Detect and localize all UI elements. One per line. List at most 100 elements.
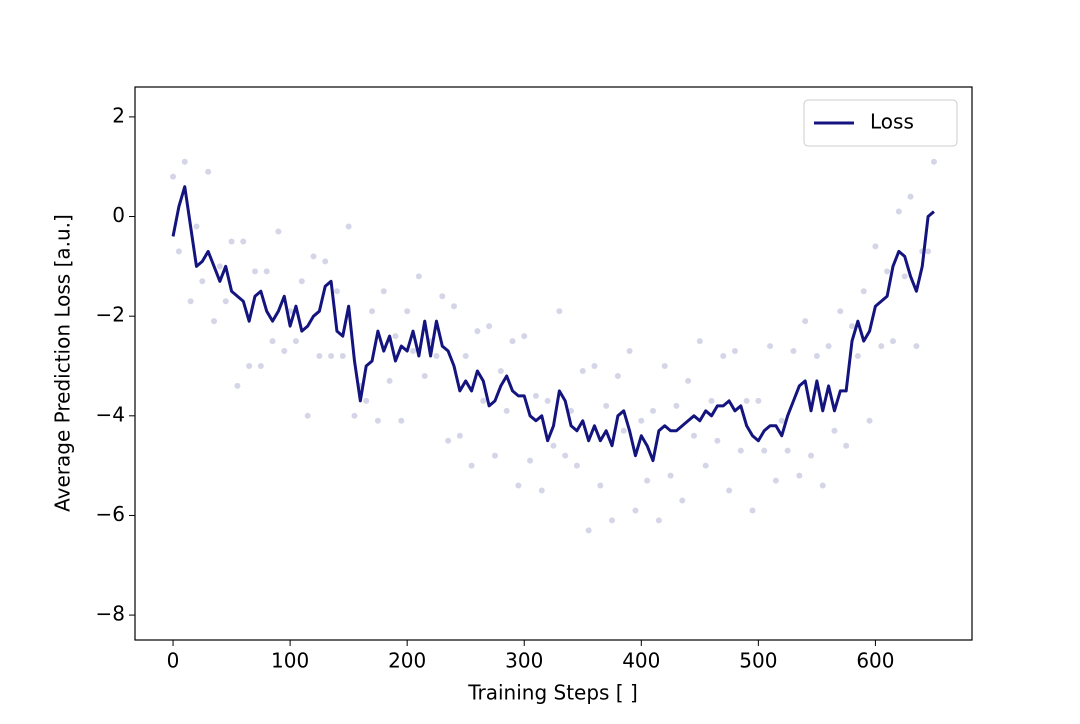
scatter-point	[860, 288, 867, 295]
scatter-point	[726, 487, 733, 494]
scatter-point	[480, 397, 487, 404]
scatter-point	[843, 442, 850, 449]
scatter-point	[398, 417, 405, 424]
scatter-point	[685, 377, 692, 384]
y-tick-label: 2	[112, 103, 125, 127]
y-tick-label: −8	[96, 602, 125, 626]
scatter-point	[322, 258, 329, 265]
scatter-point	[339, 353, 346, 360]
scatter-point	[913, 343, 920, 350]
scatter-point	[275, 228, 282, 235]
scatter-point	[181, 158, 188, 165]
scatter-point	[808, 452, 815, 459]
scatter-point	[386, 377, 393, 384]
scatter-point	[310, 253, 317, 260]
scatter-point	[468, 462, 475, 469]
scatter-point	[345, 223, 352, 230]
scatter-point	[410, 348, 417, 355]
scatter-point	[199, 278, 206, 285]
scatter-point	[474, 328, 481, 335]
scatter-point	[731, 348, 738, 355]
scatter-point	[193, 223, 200, 230]
scatter-point	[532, 392, 539, 399]
scatter-point	[369, 308, 376, 315]
scatter-point	[720, 353, 727, 360]
scatter-point	[521, 333, 528, 340]
scatter-point	[573, 462, 580, 469]
scatter-point	[585, 527, 592, 534]
scatter-point	[831, 427, 838, 434]
scatter-point	[456, 432, 463, 439]
scatter-point	[509, 338, 516, 345]
scatter-point	[246, 362, 253, 369]
scatter-point	[889, 338, 896, 345]
scatter-point	[702, 462, 709, 469]
scatter-point	[263, 268, 270, 275]
y-tick-label: 0	[112, 203, 125, 227]
scatter-point	[392, 333, 399, 340]
scatter-point	[170, 173, 177, 180]
scatter-point	[872, 243, 879, 250]
scatter-point	[737, 447, 744, 454]
scatter-point	[269, 338, 276, 345]
scatter-point	[292, 338, 299, 345]
scatter-point	[491, 452, 498, 459]
scatter-point	[462, 353, 469, 360]
scatter-point	[650, 407, 657, 414]
scatter-point	[644, 477, 651, 484]
scatter-point	[679, 497, 686, 504]
scatter-point	[743, 397, 750, 404]
scatter-point	[205, 168, 212, 175]
x-tick-label: 600	[856, 649, 894, 673]
scatter-point	[228, 238, 235, 245]
scatter-point	[825, 343, 832, 350]
legend-box	[803, 99, 958, 147]
scatter-point	[767, 343, 774, 350]
scatter-point	[854, 353, 861, 360]
scatter-point	[503, 407, 510, 414]
scatter-point	[597, 482, 604, 489]
scatter-point	[749, 507, 756, 514]
scatter-point	[515, 482, 522, 489]
scatter-point	[404, 308, 411, 315]
scatter-point	[614, 372, 621, 379]
scatter-point	[708, 397, 715, 404]
scatter-point	[433, 353, 440, 360]
scatter-point	[609, 517, 616, 524]
scatter-point	[579, 367, 586, 374]
scatter-point	[696, 338, 703, 345]
scatter-point	[257, 362, 264, 369]
scatter-point	[175, 248, 182, 255]
scatter-point	[638, 417, 645, 424]
scatter-point	[813, 353, 820, 360]
scatter-point	[673, 402, 680, 409]
scatter-point	[925, 248, 932, 255]
scatter-point	[755, 397, 762, 404]
scatter-point	[690, 432, 697, 439]
scatter-point	[603, 402, 610, 409]
scatter-point	[486, 323, 493, 330]
scatter-point	[562, 452, 569, 459]
scatter-point	[655, 517, 662, 524]
scatter-point	[661, 362, 668, 369]
y-tick-label: −6	[96, 502, 125, 526]
scatter-point	[837, 308, 844, 315]
scatter-point	[895, 208, 902, 215]
scatter-point	[790, 348, 797, 355]
plot-frame	[134, 86, 973, 641]
scatter-point	[930, 158, 937, 165]
scatter-point	[351, 412, 358, 419]
y-axis-label: Average Prediction Loss [a.u.]	[51, 214, 75, 512]
x-axis-label: Training Steps [ ]	[467, 681, 638, 705]
scatter-point	[328, 353, 335, 360]
scatter-point	[211, 318, 218, 325]
scatter-point	[878, 343, 885, 350]
scatter-point	[251, 268, 258, 275]
x-tick-label: 0	[167, 649, 180, 673]
scatter-point	[796, 472, 803, 479]
scatter-point	[778, 417, 785, 424]
scatter-point	[784, 447, 791, 454]
legend-label: Loss	[870, 110, 914, 134]
x-tick-label: 400	[622, 649, 660, 673]
scatter-point	[907, 193, 914, 200]
